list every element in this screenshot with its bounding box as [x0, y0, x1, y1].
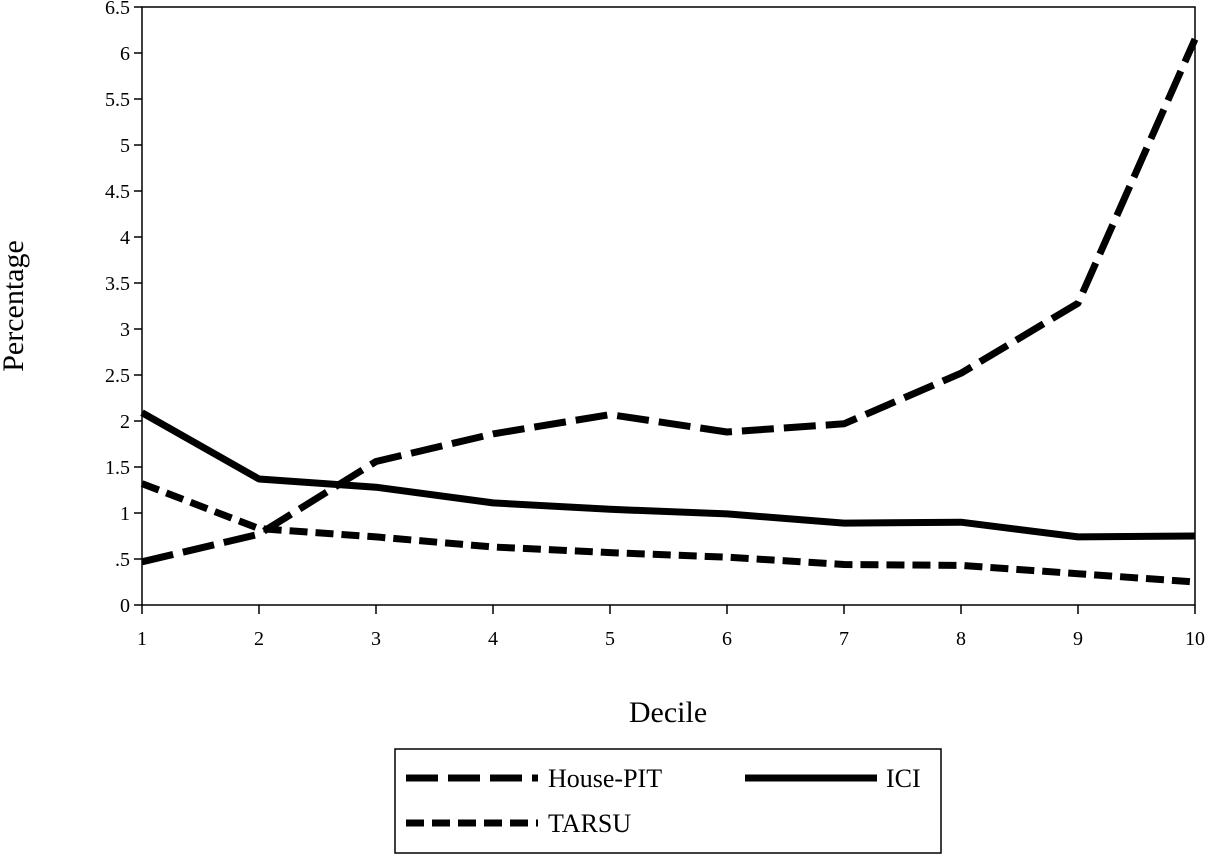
- plot-frame: [141, 6, 1196, 606]
- y-tick-label: 6: [120, 43, 130, 65]
- y-tick-label: 2.5: [105, 365, 130, 387]
- x-tick-label: 2: [254, 628, 264, 650]
- legend-label-house-pit: House-PIT: [548, 764, 662, 793]
- series-line-tarsu: [140, 480, 1196, 586]
- y-axis-ticks: 0 .5 1 1.5 2 2.5 3 3.5 4 4.5 5 5.5 6 6.5: [105, 0, 142, 617]
- x-tick-label: 8: [956, 628, 966, 650]
- series-layer: [140, 37, 1199, 586]
- series-line-house-pit: [141, 37, 1199, 566]
- x-tick-label: 9: [1073, 628, 1083, 650]
- y-tick-label: 6.5: [105, 0, 130, 19]
- x-tick-label: 6: [722, 628, 732, 650]
- y-tick-label: 4: [120, 227, 130, 249]
- y-tick-label: 5: [120, 135, 130, 157]
- y-tick-label: 2: [120, 411, 130, 433]
- legend-label-tarsu: TARSU: [548, 809, 631, 838]
- y-tick-label: 1: [120, 503, 130, 525]
- x-tick-label: 3: [371, 628, 381, 650]
- y-tick-label: .5: [115, 549, 130, 571]
- y-tick-label: 5.5: [105, 89, 130, 111]
- x-tick-label: 1: [137, 628, 147, 650]
- y-tick-label: 3: [120, 319, 130, 341]
- legend-box: [394, 748, 942, 854]
- legend-label-ici: ICI: [886, 764, 921, 793]
- y-tick-label: 4.5: [105, 181, 130, 203]
- y-tick-label: 0: [120, 595, 130, 617]
- y-tick-label: 3.5: [105, 273, 130, 295]
- series-line-ici: [140, 409, 1196, 541]
- x-axis-ticks: 1 2 3 4 5 6 7 8 9 10: [137, 605, 1205, 650]
- x-tick-label: 7: [839, 628, 849, 650]
- x-axis-title: Decile: [629, 696, 707, 729]
- legend: House-PIT ICI TARSU: [394, 748, 942, 854]
- x-tick-label: 10: [1185, 628, 1205, 650]
- y-tick-label: 1.5: [105, 457, 130, 479]
- y-axis-title: Percentage: [0, 240, 30, 372]
- x-tick-label: 4: [488, 628, 498, 650]
- x-tick-label: 5: [605, 628, 615, 650]
